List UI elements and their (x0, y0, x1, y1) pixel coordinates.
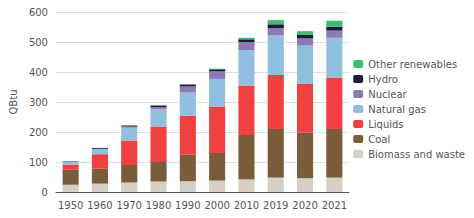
svg-text:1950: 1950 (58, 200, 83, 211)
svg-text:1980: 1980 (146, 200, 171, 211)
svg-text:Biomass and waste: Biomass and waste (368, 149, 465, 160)
svg-text:Other renewables: Other renewables (368, 59, 457, 70)
svg-text:2021: 2021 (322, 200, 347, 211)
svg-text:Nuclear: Nuclear (368, 89, 407, 100)
svg-text:0: 0 (42, 187, 48, 198)
svg-text:2010: 2010 (234, 200, 259, 211)
svg-text:400: 400 (29, 67, 48, 78)
svg-text:500: 500 (29, 37, 48, 48)
svg-text:100: 100 (29, 157, 48, 168)
svg-text:2020: 2020 (292, 200, 317, 211)
svg-text:Liquids: Liquids (368, 119, 403, 130)
svg-text:200: 200 (29, 127, 48, 138)
svg-text:1970: 1970 (117, 200, 142, 211)
svg-text:600: 600 (29, 7, 48, 18)
svg-text:Natural gas: Natural gas (368, 104, 426, 115)
svg-text:Hydro: Hydro (368, 74, 398, 85)
svg-text:1990: 1990 (175, 200, 200, 211)
svg-text:QBtu: QBtu (8, 90, 19, 115)
svg-text:1960: 1960 (87, 200, 112, 211)
svg-text:2000: 2000 (204, 200, 229, 211)
svg-text:300: 300 (29, 97, 48, 108)
svg-text:Coal: Coal (368, 134, 390, 145)
svg-text:2019: 2019 (263, 200, 288, 211)
